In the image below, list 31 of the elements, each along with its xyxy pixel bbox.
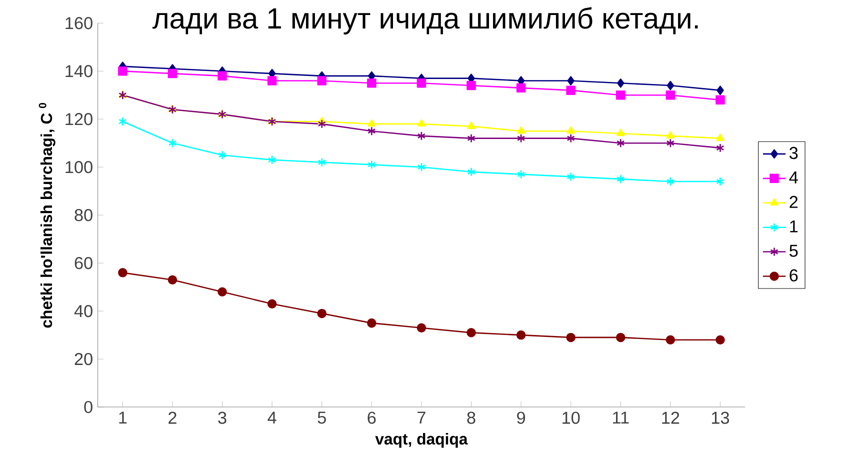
x-tick-label: 9 <box>517 412 526 424</box>
x-tick-label: 5 <box>318 412 326 424</box>
y-tick-label: 160 <box>66 17 92 30</box>
legend-label: 5 <box>790 244 798 257</box>
y-tick-label: 140 <box>66 65 92 78</box>
x-tick-label: 12 <box>662 412 680 424</box>
y-tick-label: 0 <box>84 400 92 414</box>
x-tick-label: 7 <box>418 412 426 424</box>
legend-label: 6 <box>790 269 798 282</box>
y-tick-label: 120 <box>66 112 92 126</box>
x-axis-title: vaqt, daqiqa <box>375 432 468 448</box>
x-tick-label: 3 <box>218 412 226 424</box>
legend-label: 4 <box>789 171 798 184</box>
annotation: лади ва 1 минут ичида шимилиб кетади. <box>152 7 698 34</box>
x-tick-label: 13 <box>712 412 730 424</box>
x-tick-label: 10 <box>562 412 580 424</box>
x-tick-label: 6 <box>368 412 376 424</box>
y-tick-label: 40 <box>74 304 92 318</box>
y-tick-label: 60 <box>74 256 92 270</box>
y-tick-label: 80 <box>74 208 92 222</box>
legend-label: 2 <box>790 196 798 208</box>
x-tick-label: 2 <box>168 412 176 424</box>
x-tick-label: 4 <box>268 412 276 424</box>
x-tick-label: 8 <box>467 412 476 424</box>
x-tick-label: 1 <box>119 412 127 424</box>
x-tick-label: 11 <box>613 412 629 424</box>
y-tick-label: 20 <box>74 352 92 366</box>
legend-label: 3 <box>790 146 798 160</box>
y-tick-label: 100 <box>66 160 92 174</box>
y-axis-title: chetki ho'llanish burchagi, C $^{0}$ <box>38 102 56 328</box>
legend-label: 1 <box>790 220 798 232</box>
